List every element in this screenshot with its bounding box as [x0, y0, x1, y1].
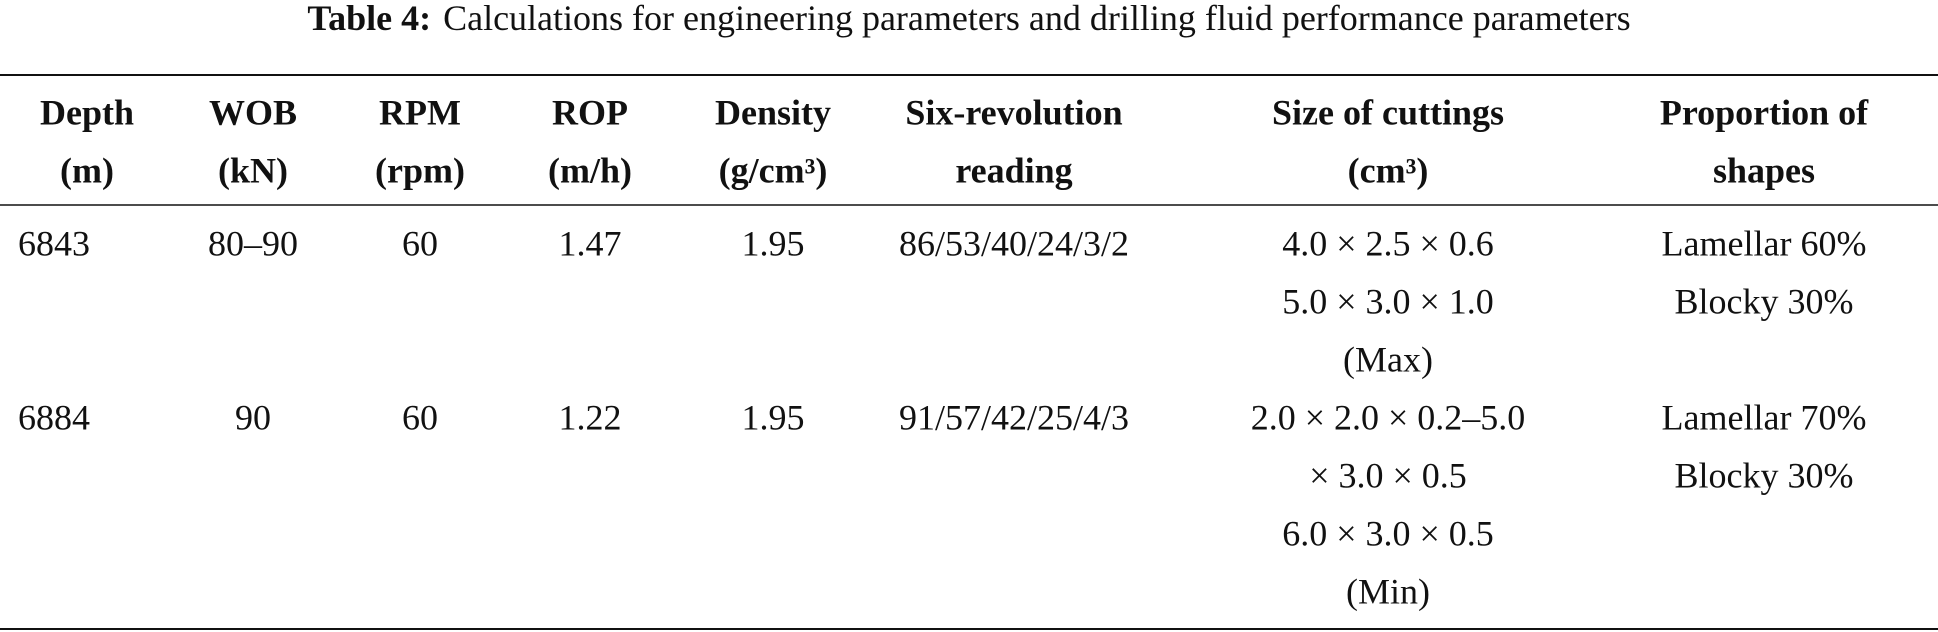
table-cell: 1.95 [742, 223, 805, 263]
table-cell: 60 [402, 223, 438, 263]
table-cell: 6884 [18, 397, 90, 437]
table-cell: (Min) [1346, 571, 1430, 611]
header-cell: Depth [40, 92, 134, 132]
table-cell: 1.47 [559, 223, 622, 263]
table-cell: × 3.0 × 0.5 [1309, 455, 1467, 495]
caption: Table 4: Calculations for engineering par… [307, 0, 1630, 38]
table-cell: 2.0 × 2.0 × 0.2–5.0 [1251, 397, 1526, 437]
header-cell: (g/cm³) [719, 150, 828, 190]
table-cell: 1.22 [559, 397, 622, 437]
header-cell: Proportion of [1660, 92, 1869, 132]
caption-label: Table 4: [307, 0, 431, 38]
caption-text: Calculations for engineering parameters … [443, 0, 1631, 38]
header-cell: (m) [60, 150, 114, 190]
header-cell: (kN) [218, 150, 288, 190]
header-cell: ROP [552, 92, 628, 132]
header-cell: reading [955, 150, 1072, 190]
table-cell: 86/53/40/24/3/2 [899, 223, 1129, 263]
table-cell: (Max) [1343, 339, 1433, 379]
header-cell: WOB [209, 92, 297, 132]
header-cell: Six-revolution [905, 92, 1122, 132]
table-cell: 5.0 × 3.0 × 1.0 [1282, 281, 1494, 321]
table-cell: 91/57/42/25/4/3 [899, 397, 1129, 437]
header-cell: (m/h) [548, 150, 632, 190]
header-cell: (rpm) [375, 150, 465, 190]
table-cell: 80–90 [208, 223, 298, 263]
table-cell: 6.0 × 3.0 × 0.5 [1282, 513, 1494, 553]
table-cell: Lamellar 70% [1662, 397, 1867, 437]
header-cell: Size of cuttings [1272, 92, 1504, 132]
table-cell: 90 [235, 397, 271, 437]
table-cell: 6843 [18, 223, 90, 263]
header-cell: shapes [1713, 150, 1815, 190]
table-cell: Lamellar 60% [1662, 223, 1867, 263]
header-cell: Density [715, 92, 831, 132]
table-cell: Blocky 30% [1675, 455, 1854, 495]
table-cell: 1.95 [742, 397, 805, 437]
table-cell: 60 [402, 397, 438, 437]
table-cell: Blocky 30% [1675, 281, 1854, 321]
header-cell: RPM [379, 92, 461, 132]
table-cell: 4.0 × 2.5 × 0.6 [1282, 223, 1494, 263]
header-cell: (cm³) [1348, 150, 1429, 190]
